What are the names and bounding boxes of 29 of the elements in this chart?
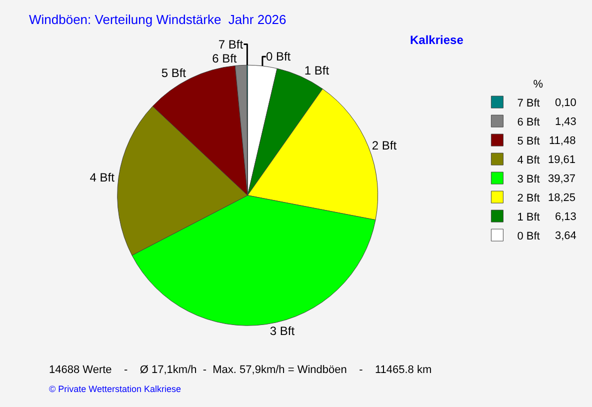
legend-label: 1 Bft	[517, 211, 540, 224]
legend-label: 7 Bft	[517, 97, 540, 110]
data-label: 0,10	[555, 97, 576, 109]
text: 14688 Werte - Ø 17,1km/h - Max. 57,9km/h = Windböen - 11465.8 km	[49, 364, 432, 376]
slice-label: 3 Bft	[270, 324, 296, 338]
slice-label: 0 Bft	[266, 50, 292, 64]
data-label: 6,13	[555, 211, 576, 223]
legend-label: 2 Bft	[517, 192, 540, 204]
legend-label: 0 Bft	[517, 230, 540, 242]
slice-label: 1 Bft	[304, 64, 330, 78]
text: © Private Wetterstation Kalkriese	[49, 384, 182, 394]
data-label: 11,48	[549, 135, 576, 147]
data-label: 3,64	[555, 230, 576, 242]
slice-label: 5 Bft	[161, 66, 187, 80]
slice-label: 6 Bft	[212, 51, 238, 66]
legend-label: 6 Bft	[517, 116, 540, 128]
legend-label: 3 Bft	[517, 173, 540, 186]
legend-title: %	[533, 78, 544, 91]
data-label: 19,61	[548, 154, 576, 166]
slice-label: 2 Bft	[372, 138, 398, 153]
data-label: 18,25	[548, 192, 576, 204]
chart-title: Windböen: Verteilung Windstärke Jahr 2026	[29, 12, 286, 27]
legend-label: 4 Bft	[517, 154, 540, 166]
slice-label: 7 Bft	[218, 37, 244, 52]
legend-label: 5 Bft	[517, 135, 540, 148]
chart-subtitle: Kalkriese	[410, 33, 464, 47]
slice-label: 4 Bft	[90, 170, 116, 184]
data-label: 39,37	[548, 173, 576, 185]
data-label: 1,43	[555, 116, 576, 128]
